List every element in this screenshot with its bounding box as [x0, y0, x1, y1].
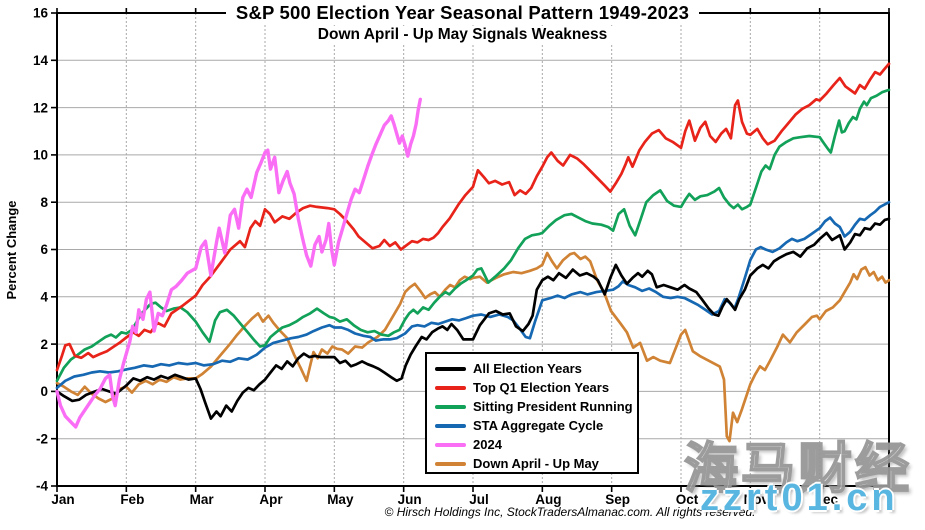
- legend-item: 2024: [435, 435, 637, 454]
- y-tick-label: -4: [36, 479, 48, 494]
- series-line-down-april-up-may: [55, 251, 891, 443]
- x-tick-label: Nov: [744, 492, 770, 507]
- copyright-text: © Hirsch Holdings Inc, StockTradersAlman…: [384, 505, 756, 519]
- legend-item-label: All Election Years: [473, 361, 582, 376]
- x-tick-label: Jun: [398, 492, 422, 507]
- legend-item-label: STA Aggregate Cycle: [473, 418, 604, 433]
- legend-line-swatch: [435, 442, 466, 447]
- page-title: S&P 500 Election Year Seasonal Pattern 1…: [225, 2, 700, 24]
- y-tick-label: 4: [40, 290, 48, 305]
- y-tick-label: 16: [33, 6, 49, 21]
- y-tick-label: 0: [40, 384, 48, 399]
- x-tick-label: Jan: [51, 492, 74, 507]
- y-tick-label: -2: [36, 431, 48, 446]
- y-tick-label: 6: [40, 242, 48, 257]
- legend-line-swatch: [435, 366, 466, 371]
- y-tick-label: 12: [33, 100, 48, 115]
- legend-item: Top Q1 Election Years: [435, 378, 637, 397]
- x-tick-label: Feb: [120, 492, 144, 507]
- x-tick-label: Mar: [190, 492, 215, 507]
- series-line-all-election-years: [55, 217, 891, 420]
- legend: All Election Years Top Q1 Election Years S…: [425, 352, 639, 474]
- y-axis-title: Percent Change: [4, 201, 19, 300]
- legend-line-swatch: [435, 461, 466, 466]
- chart-title-row: S&P 500 Election Year Seasonal Pattern 1…: [0, 2, 925, 24]
- legend-item-label: Top Q1 Election Years: [473, 380, 610, 395]
- legend-item-label: 2024: [473, 437, 502, 452]
- legend-line-swatch: [435, 404, 466, 409]
- x-tick-label: Dec: [813, 492, 838, 507]
- legend-item: STA Aggregate Cycle: [435, 416, 637, 435]
- x-tick-label: Aug: [535, 492, 561, 507]
- y-tick-label: 2: [40, 337, 48, 352]
- chart-subtitle-row: Down April - Up May Signals Weakness: [0, 26, 925, 44]
- legend-item-label: Sitting President Running: [473, 399, 633, 414]
- page-subtitle: Down April - Up May Signals Weakness: [309, 26, 616, 44]
- legend-item: All Election Years: [435, 359, 637, 378]
- x-tick-label: Jul: [469, 492, 489, 507]
- legend-line-swatch: [435, 423, 466, 428]
- series-line-sitting-president-running: [55, 88, 891, 383]
- legend-item-label: Down April - Up May: [473, 456, 599, 471]
- x-tick-label: Sep: [605, 492, 630, 507]
- x-tick-label: Oct: [676, 492, 699, 507]
- x-tick-label: May: [327, 492, 354, 507]
- legend-item: Down April - Up May: [435, 454, 637, 473]
- legend-line-swatch: [435, 385, 466, 390]
- y-tick-label: 8: [40, 195, 48, 210]
- legend-item: Sitting President Running: [435, 397, 637, 416]
- y-tick-label: 14: [33, 53, 49, 68]
- y-tick-label: 10: [33, 148, 48, 163]
- series-line-2024: [55, 97, 422, 429]
- x-tick-label: Apr: [259, 492, 283, 507]
